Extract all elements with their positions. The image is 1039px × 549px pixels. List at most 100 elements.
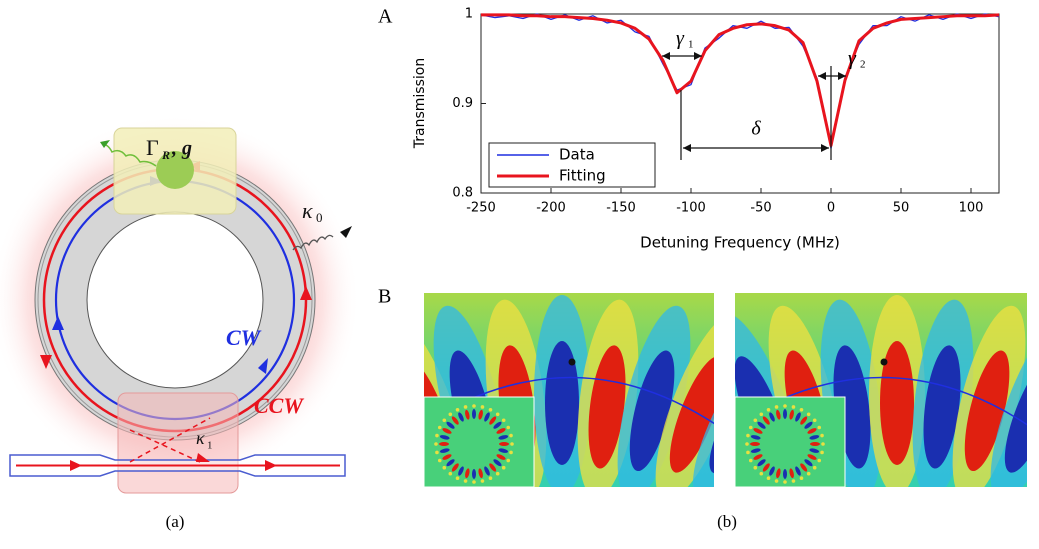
- inset-lobe: [458, 412, 464, 422]
- photon: [101, 143, 157, 167]
- inset-outer: [774, 405, 779, 409]
- inset-lobe: [809, 448, 820, 453]
- lobe: [880, 341, 914, 465]
- arrow: [52, 316, 64, 330]
- inset-outer: [753, 418, 758, 423]
- inset-lobe: [472, 469, 476, 479]
- inset-lobe: [750, 448, 761, 453]
- coupling-label: , g: [171, 138, 192, 160]
- lobe: [545, 341, 579, 465]
- inset-lobe: [439, 448, 450, 453]
- inset-lobe: [498, 448, 509, 453]
- inset-lobe: [484, 412, 490, 422]
- gamma1-label: γ: [676, 28, 685, 50]
- inset-lobe: [472, 409, 476, 419]
- probe-dot: [568, 358, 576, 366]
- arrow-head: [694, 52, 702, 60]
- emitter: [156, 151, 194, 189]
- inset-outer: [806, 471, 811, 476]
- lobe: [923, 345, 961, 469]
- inset-outer: [435, 450, 439, 455]
- inset-lobe: [442, 454, 452, 460]
- inset-outer: [501, 418, 506, 423]
- inset-outer: [437, 458, 442, 463]
- cw-label: CW: [226, 325, 262, 350]
- inset-outer: [745, 442, 749, 446]
- arrow: [40, 355, 52, 369]
- field-maps: [424, 293, 1027, 487]
- inset-outer: [495, 412, 500, 417]
- inset-outer: [463, 479, 468, 483]
- arrow: [300, 286, 312, 300]
- inset-outer: [472, 404, 476, 408]
- inset-outer: [766, 476, 771, 481]
- inset-outer: [442, 418, 447, 423]
- inset-lobe: [496, 454, 506, 460]
- kappa1-label: κ: [196, 428, 205, 448]
- inset-outer: [746, 450, 750, 455]
- inset-lobe: [757, 459, 766, 467]
- inset-lobe: [753, 428, 763, 434]
- inset-lobe: [465, 468, 470, 479]
- caption: (b): [717, 512, 737, 531]
- inset-outer: [748, 458, 753, 463]
- inset-lobe: [776, 468, 781, 479]
- gamma-sub: R: [161, 148, 170, 162]
- inset-lobe: [809, 435, 820, 440]
- inset-lobe: [804, 421, 813, 429]
- inset-outer: [480, 405, 485, 409]
- inset-lobe: [498, 435, 509, 440]
- kappa0-label: κ: [302, 198, 313, 223]
- y-tick-label: 0.8: [452, 186, 473, 201]
- inset-outer: [455, 407, 460, 412]
- arrow-head: [683, 144, 691, 152]
- inset-outer: [791, 479, 796, 483]
- kappa1-sub: 1: [207, 440, 213, 452]
- inset-lobe: [769, 412, 775, 422]
- inset-lobe: [807, 428, 817, 434]
- inset-outer: [480, 479, 485, 483]
- y-tick-label: 0.9: [452, 96, 473, 111]
- ring-diagram: Γ R , g κ 0 CW CCW κ 1: [0, 115, 360, 494]
- inset-lobe: [750, 435, 761, 440]
- inset-lobe: [496, 428, 506, 434]
- arrow-head: [821, 144, 829, 152]
- gamma2-label: γ: [848, 48, 857, 70]
- inset-outer: [774, 479, 779, 483]
- inset-outer: [442, 465, 447, 470]
- x-tick-label: -100: [676, 201, 706, 216]
- inset-lobe: [439, 442, 449, 446]
- inset-lobe: [493, 421, 502, 429]
- inset-lobe: [800, 416, 808, 425]
- inset-outer: [759, 412, 764, 417]
- gamma-label: Γ: [146, 135, 159, 160]
- inset-outer: [783, 404, 787, 408]
- inset-outer: [799, 407, 804, 412]
- lobe: [1004, 356, 1027, 473]
- inset-outer: [495, 471, 500, 476]
- legend-box: [488, 142, 656, 188]
- probe-dot: [880, 358, 888, 366]
- inset-lobe: [800, 463, 808, 472]
- inset-lobe: [750, 442, 760, 446]
- inset-outer: [510, 442, 514, 446]
- inset-lobe: [783, 469, 787, 479]
- inset-lobe: [446, 459, 455, 467]
- panel-label: B: [378, 286, 391, 308]
- inset-lobe: [451, 463, 459, 472]
- inset-outer: [806, 412, 811, 417]
- inset-lobe: [484, 466, 490, 476]
- inset-outer: [817, 425, 822, 430]
- field-map: [424, 293, 714, 487]
- inset-outer: [812, 465, 817, 470]
- inset-lobe: [776, 409, 781, 420]
- inset-outer: [435, 433, 439, 438]
- inset-outer: [753, 465, 758, 470]
- x-tick-label: 50: [893, 201, 910, 216]
- x-tick-label: 0: [827, 201, 835, 216]
- inset-outer: [448, 412, 453, 417]
- inset-outer: [746, 433, 750, 438]
- inset-outer: [437, 425, 442, 430]
- x-tick-label: -250: [466, 201, 496, 216]
